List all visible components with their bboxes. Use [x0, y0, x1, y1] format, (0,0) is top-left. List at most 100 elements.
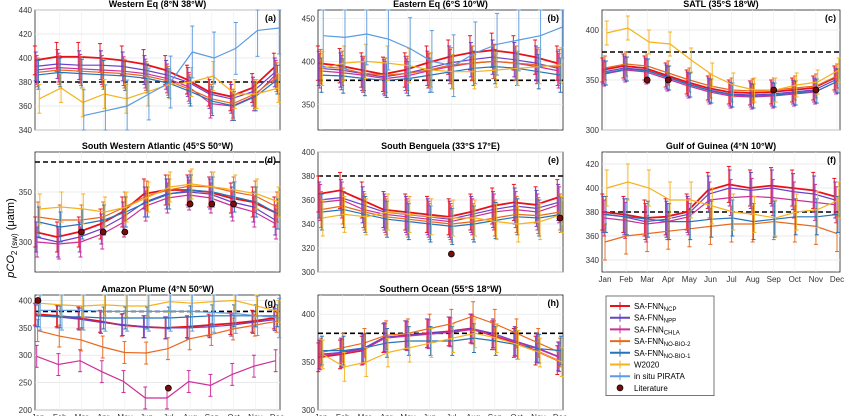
- y-tick-label: 450: [302, 15, 316, 24]
- literature-point: [121, 228, 129, 236]
- y-tick-label: 300: [19, 238, 33, 247]
- series-w2020: [604, 163, 841, 237]
- x-tick-label: Jul: [726, 275, 736, 284]
- series-w2020: [320, 193, 564, 243]
- y-tick-label: 380: [586, 208, 600, 217]
- series-pirata: [321, 9, 565, 98]
- y-tick-label: 360: [19, 102, 33, 111]
- series-line-w2020: [322, 211, 562, 225]
- series-line-ncp: [602, 183, 835, 219]
- literature-point: [643, 76, 651, 84]
- y-tick-label: 350: [19, 188, 33, 197]
- y-tick-label: 360: [302, 196, 316, 205]
- panel-tag: (h): [548, 298, 560, 308]
- x-tick-label: May: [682, 275, 697, 284]
- series-line-chla: [320, 328, 560, 358]
- series-line-nobio2: [37, 320, 277, 354]
- legend-item-lit: Literature: [616, 384, 668, 393]
- y-tick-label: 300: [302, 268, 316, 277]
- series-nobio1: [319, 48, 563, 98]
- y-tick-label: 400: [302, 148, 316, 157]
- series-line-nobio1: [321, 208, 561, 228]
- literature-point: [34, 297, 42, 304]
- x-tick-label: Aug: [183, 413, 197, 416]
- x-tick-label: Mar: [358, 413, 372, 416]
- literature-point: [812, 86, 820, 94]
- panel-title: Western Eq (8°N 38°W): [109, 0, 207, 9]
- x-tick-label: Aug: [466, 413, 480, 416]
- series-line-nobio2: [320, 315, 561, 354]
- legend-box: [605, 295, 715, 396]
- legend-item-pirata: in situ PIRATA: [610, 372, 685, 381]
- series-line-nobio2: [320, 60, 560, 76]
- series-nobio2: [35, 309, 279, 365]
- series-line-nobio2: [604, 220, 838, 243]
- series-line-nobio1: [321, 65, 561, 81]
- y-tick-label: 320: [302, 244, 316, 253]
- series-w2020: [320, 318, 564, 382]
- panel-tag: (g): [265, 298, 277, 308]
- series-line-npp: [35, 315, 275, 329]
- y-tick-label: 380: [302, 172, 316, 181]
- legend-label: in situ PIRATA: [634, 372, 685, 381]
- panel-frame: [34, 9, 281, 131]
- series-line-nobio1: [605, 68, 839, 97]
- series-line-npp: [603, 187, 836, 223]
- series-chla: [318, 181, 562, 241]
- legend: SA-FNNNCPSA-FNNNPPSA-FNNCHLASA-FNNNO-BIO…: [605, 295, 715, 396]
- panel-tag: (b): [548, 13, 560, 23]
- y-tick-label: 340: [302, 220, 316, 229]
- panel-title: SATL (35°S 18°W): [683, 0, 758, 9]
- series-line-pirata: [323, 26, 563, 67]
- panel-title: South Western Atlantic (45°S 50°W): [82, 141, 233, 151]
- legend-label: W2020: [634, 361, 660, 370]
- x-tick-label: Sep: [767, 275, 782, 284]
- panel-title: South Benguela (33°S 17°E): [381, 141, 500, 151]
- x-tick-label: Dec: [830, 275, 844, 284]
- y-tick-label: 400: [19, 54, 33, 63]
- x-tick-label: Jan: [599, 275, 612, 284]
- y-tick-label: 360: [586, 232, 600, 241]
- y-tick-label: 350: [302, 358, 316, 367]
- legend-swatch: [616, 384, 624, 392]
- series-ncp: [600, 165, 837, 237]
- panel-1: 340 360 380 400 420 440 Western Eq (8°N 38°W) (…: [19, 0, 282, 135]
- legend-item-ncp: SA-FNNNCP: [610, 302, 676, 313]
- series-line-nobio1: [605, 213, 838, 223]
- panel-title: Eastern Eq (6°S 10°W): [393, 0, 488, 9]
- y-tick-label: 200: [19, 406, 33, 415]
- panel-title: Amazon Plume (4°N 50°W): [101, 284, 214, 294]
- panel-tag: (a): [265, 13, 276, 23]
- x-tick-label: Oct: [789, 275, 802, 284]
- y-tick-label: 300: [19, 351, 33, 360]
- y-tick-label: 350: [19, 324, 33, 333]
- series-line-nobio1: [38, 315, 278, 319]
- literature-point: [664, 76, 672, 84]
- x-tick-label: Mar: [640, 275, 654, 284]
- panel-group: 340 360 380 400 420 440 Western Eq (8°N 38°W) (…: [19, 0, 844, 416]
- literature-point: [186, 200, 194, 208]
- x-tick-label: Oct: [227, 413, 240, 416]
- series-nobio1: [603, 56, 840, 109]
- x-tick-label: Nov: [531, 413, 545, 416]
- x-tick-label: Jul: [163, 413, 173, 416]
- y-tick-label: 350: [586, 76, 600, 85]
- series-line-chla: [320, 199, 560, 223]
- literature-point: [770, 86, 778, 94]
- y-tick-label: 400: [586, 184, 600, 193]
- series-chla: [602, 177, 839, 243]
- series-line-nobio1: [38, 189, 279, 228]
- x-tick-label: Aug: [746, 275, 760, 284]
- series-pirata: [81, 9, 282, 131]
- panel-frame: [34, 294, 281, 411]
- series-line-w2020: [322, 332, 563, 368]
- series-nobio1: [36, 304, 280, 330]
- literature-point: [448, 250, 455, 258]
- series-line-nobio2: [37, 69, 277, 105]
- panel-tag: (c): [825, 13, 836, 23]
- series-line-chla: [36, 355, 276, 399]
- x-tick-label: Jan: [315, 413, 328, 416]
- series-line-chla: [37, 194, 277, 245]
- series-line-pirata: [40, 309, 280, 319]
- panel-2: 350 400 450 Eastern Eq (6°S 10°W) (b): [302, 0, 565, 131]
